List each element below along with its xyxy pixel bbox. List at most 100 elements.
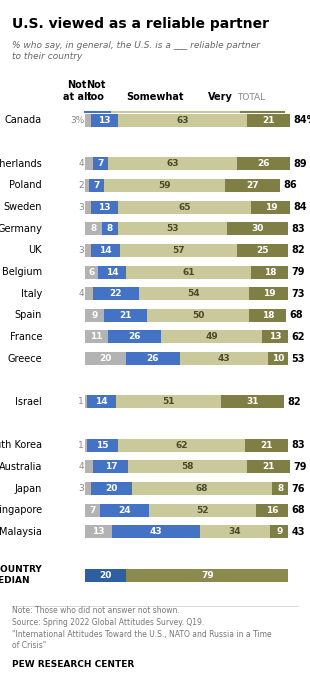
Bar [149, 504, 255, 517]
Text: 1: 1 [78, 397, 84, 407]
Text: 1: 1 [78, 441, 84, 450]
Text: 49: 49 [205, 333, 218, 341]
Text: 18: 18 [262, 311, 274, 320]
Bar [108, 330, 161, 344]
Bar [126, 265, 251, 278]
Text: 43: 43 [217, 354, 230, 363]
Bar [251, 265, 288, 278]
Bar [85, 309, 104, 322]
Text: 18: 18 [264, 267, 276, 276]
Text: U.S. viewed as a reliable partner: U.S. viewed as a reliable partner [12, 17, 269, 31]
Text: 15: 15 [96, 441, 109, 450]
Bar [118, 114, 247, 127]
Bar [85, 504, 100, 517]
Text: 13: 13 [92, 528, 105, 537]
Bar [120, 244, 237, 257]
Text: Italy: Italy [21, 289, 42, 299]
Bar [147, 309, 250, 322]
Bar [272, 482, 288, 495]
Text: 14: 14 [95, 397, 108, 407]
Bar [85, 330, 108, 344]
Text: 53: 53 [291, 354, 305, 363]
Bar [225, 179, 280, 192]
Bar [85, 569, 126, 582]
Bar [85, 244, 91, 257]
Text: Germany: Germany [0, 224, 42, 234]
Text: PEW RESEARCH CENTER: PEW RESEARCH CENTER [12, 660, 135, 668]
Text: 8: 8 [107, 224, 113, 233]
Bar [87, 439, 118, 452]
Text: Very: Very [208, 92, 233, 102]
Bar [87, 396, 116, 408]
Text: 9: 9 [91, 311, 98, 320]
Text: Japan: Japan [15, 484, 42, 493]
Text: 14: 14 [106, 267, 118, 276]
Text: 62: 62 [175, 441, 188, 450]
Bar [85, 287, 93, 300]
Bar [93, 460, 128, 473]
Text: 7: 7 [93, 181, 100, 190]
Text: 8: 8 [277, 484, 283, 493]
Text: 4: 4 [78, 159, 84, 168]
Text: Note: Those who did not answer not shown.
Source: Spring 2022 Global Attitudes S: Note: Those who did not answer not shown… [12, 606, 272, 651]
Text: 79: 79 [201, 571, 214, 580]
Text: 68: 68 [290, 311, 303, 320]
Bar [126, 569, 288, 582]
Bar [268, 352, 288, 365]
Text: Spain: Spain [15, 311, 42, 320]
Bar [247, 114, 290, 127]
Text: Sweden: Sweden [4, 202, 42, 212]
Text: Singapore: Singapore [0, 505, 42, 515]
Text: 86: 86 [283, 181, 297, 190]
Text: Australia: Australia [0, 462, 42, 472]
Text: 68: 68 [196, 484, 208, 493]
Bar [128, 460, 247, 473]
Bar [112, 526, 200, 539]
Text: 26: 26 [258, 159, 270, 168]
Bar [237, 157, 290, 170]
Text: 62: 62 [291, 332, 305, 342]
Text: % who say, in general, the U.S. is a ___ reliable partner
to their country: % who say, in general, the U.S. is a ___… [12, 41, 260, 61]
Text: 16: 16 [266, 506, 278, 515]
Text: 20: 20 [106, 484, 118, 493]
Bar [93, 157, 108, 170]
Text: 82: 82 [287, 397, 301, 407]
Bar [85, 179, 89, 192]
Text: 8: 8 [90, 224, 96, 233]
Text: 82: 82 [291, 245, 305, 256]
Text: 34: 34 [229, 528, 241, 537]
Bar [108, 157, 237, 170]
Text: 7: 7 [97, 159, 104, 168]
Text: 9: 9 [276, 528, 282, 537]
Bar [93, 287, 139, 300]
Text: 4: 4 [78, 462, 84, 471]
Bar [270, 526, 288, 539]
Bar [85, 201, 91, 214]
Bar [104, 179, 225, 192]
Bar [85, 114, 91, 127]
Bar [100, 504, 149, 517]
Text: France: France [10, 332, 42, 342]
Text: 27: 27 [246, 181, 259, 190]
Text: 83: 83 [291, 440, 305, 450]
Bar [245, 439, 288, 452]
Text: 3: 3 [78, 484, 84, 493]
Bar [98, 265, 126, 278]
Text: 14: 14 [100, 246, 112, 255]
Bar [227, 222, 288, 235]
Text: 43: 43 [150, 528, 162, 537]
Text: 17: 17 [104, 462, 117, 471]
Text: 13: 13 [99, 116, 111, 125]
Text: 83: 83 [291, 224, 305, 234]
Bar [132, 482, 272, 495]
Bar [104, 309, 147, 322]
Text: 25: 25 [256, 246, 269, 255]
Text: 26: 26 [147, 354, 159, 363]
Text: Poland: Poland [10, 181, 42, 190]
Text: 13: 13 [99, 203, 111, 212]
Bar [91, 482, 132, 495]
Text: 50: 50 [192, 311, 204, 320]
Text: 65: 65 [179, 203, 191, 212]
Text: Belgium: Belgium [2, 267, 42, 277]
Text: 21: 21 [263, 116, 275, 125]
